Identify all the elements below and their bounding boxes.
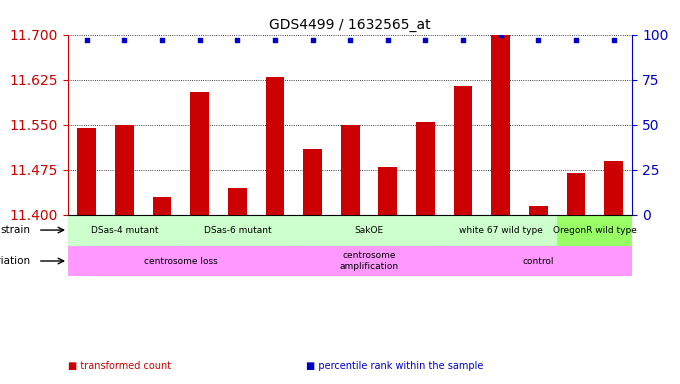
Bar <box>218 245 256 276</box>
Title: GDS4499 / 1632565_at: GDS4499 / 1632565_at <box>269 18 431 32</box>
Text: GSM864371: GSM864371 <box>421 215 430 262</box>
Bar <box>78 127 97 215</box>
Text: GSM864362: GSM864362 <box>82 215 91 262</box>
Bar <box>482 245 520 276</box>
Text: control: control <box>523 257 554 265</box>
Bar <box>416 122 435 215</box>
Bar <box>105 215 143 245</box>
Point <box>382 37 393 43</box>
Bar <box>152 197 171 215</box>
Bar <box>181 215 294 245</box>
Bar <box>256 245 294 276</box>
Bar <box>444 215 557 245</box>
Bar <box>557 215 632 245</box>
Bar <box>529 205 548 215</box>
Text: GSM864375: GSM864375 <box>571 215 581 262</box>
Bar <box>303 149 322 215</box>
Point <box>269 37 280 43</box>
Bar <box>294 215 331 245</box>
Text: GSM864373: GSM864373 <box>496 215 505 262</box>
Bar <box>566 172 585 215</box>
Bar <box>520 215 557 245</box>
Bar <box>557 215 595 245</box>
Bar <box>444 245 632 276</box>
Point <box>156 37 167 43</box>
Text: centrosome
amplification: centrosome amplification <box>339 251 398 271</box>
Text: GSM864363: GSM864363 <box>120 215 129 262</box>
Bar <box>294 245 444 276</box>
Bar <box>454 86 473 215</box>
Text: ■ transformed count: ■ transformed count <box>68 361 171 371</box>
Point <box>458 37 469 43</box>
Bar <box>595 215 632 245</box>
Bar <box>68 215 105 245</box>
Bar <box>68 245 105 276</box>
Bar <box>143 245 181 276</box>
Point <box>307 37 318 43</box>
Point <box>194 37 205 43</box>
Bar <box>218 215 256 245</box>
Bar <box>407 215 444 245</box>
Bar <box>595 245 632 276</box>
Point <box>345 37 356 43</box>
Bar <box>331 215 369 245</box>
Text: GSM864376: GSM864376 <box>609 215 618 262</box>
Bar <box>181 215 218 245</box>
Bar <box>190 91 209 215</box>
Text: centrosome loss: centrosome loss <box>144 257 218 265</box>
Bar <box>491 35 510 215</box>
Text: SakOE: SakOE <box>354 225 384 235</box>
Text: GSM864368: GSM864368 <box>308 215 317 262</box>
Bar <box>557 245 595 276</box>
Bar <box>105 245 143 276</box>
Bar <box>68 245 294 276</box>
Bar <box>444 215 482 245</box>
Point <box>571 37 581 43</box>
Point <box>495 31 506 38</box>
Text: GSM864364: GSM864364 <box>158 215 167 262</box>
Bar <box>294 215 444 245</box>
Bar <box>181 245 218 276</box>
Point <box>82 37 92 43</box>
Text: GSM864369: GSM864369 <box>345 215 355 262</box>
Text: GSM864365: GSM864365 <box>195 215 204 262</box>
Bar <box>115 124 134 215</box>
Bar <box>369 215 407 245</box>
Text: white 67 wild type: white 67 wild type <box>459 225 543 235</box>
Bar <box>228 188 247 215</box>
Bar <box>294 245 331 276</box>
Text: GSM864367: GSM864367 <box>271 215 279 262</box>
Bar <box>605 161 623 215</box>
Point <box>608 37 619 43</box>
Text: OregonR wild type: OregonR wild type <box>553 225 636 235</box>
Text: GSM864370: GSM864370 <box>384 215 392 262</box>
Bar <box>341 124 360 215</box>
Text: ■ percentile rank within the sample: ■ percentile rank within the sample <box>306 361 483 371</box>
Text: strain: strain <box>1 225 31 235</box>
Text: DSas-4 mutant: DSas-4 mutant <box>90 225 158 235</box>
Bar <box>331 245 369 276</box>
Bar <box>369 245 407 276</box>
Text: GSM864372: GSM864372 <box>458 215 468 262</box>
Bar <box>378 167 397 215</box>
Bar <box>143 215 181 245</box>
Bar <box>68 215 181 245</box>
Text: DSas-6 mutant: DSas-6 mutant <box>203 225 271 235</box>
Bar <box>265 76 284 215</box>
Text: GSM864366: GSM864366 <box>233 215 242 262</box>
Bar <box>482 215 520 245</box>
Text: GSM864374: GSM864374 <box>534 215 543 262</box>
Text: genotype/variation: genotype/variation <box>0 256 31 266</box>
Bar <box>444 245 482 276</box>
Point <box>232 37 243 43</box>
Bar <box>256 215 294 245</box>
Point <box>119 37 130 43</box>
Bar <box>407 245 444 276</box>
Point <box>533 37 544 43</box>
Bar <box>520 245 557 276</box>
Point <box>420 37 431 43</box>
